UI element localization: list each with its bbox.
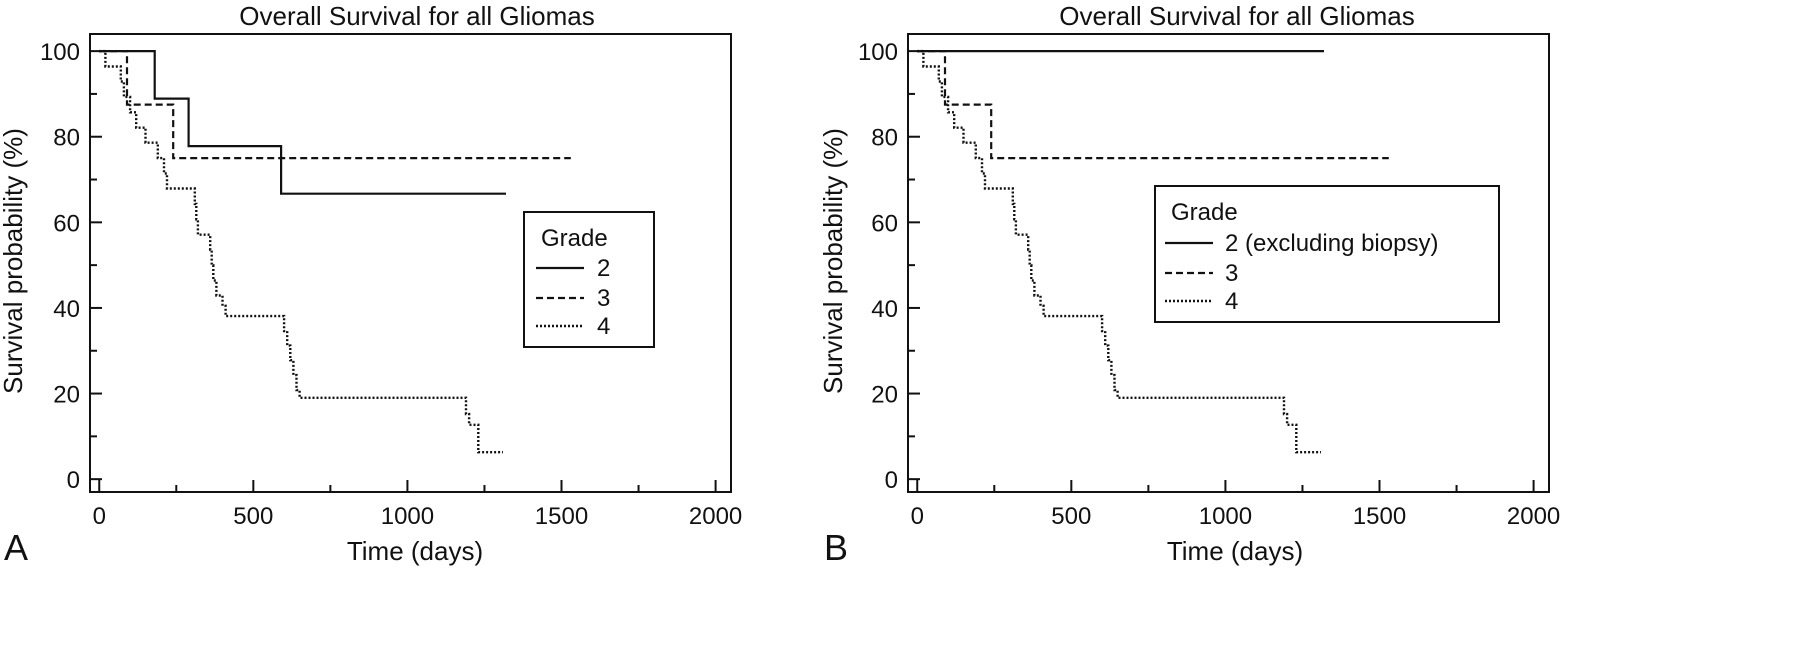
x-tick-label: 1500 (1353, 503, 1406, 530)
y-tick-label: 60 (871, 210, 898, 237)
legend-box (523, 211, 655, 348)
survival-curve-grade-2 (99, 49, 506, 195)
y-tick-labels: 0 20 40 60 80 100 (40, 39, 80, 494)
legend-label-grade-3: 3 (1225, 260, 1238, 287)
x-tick-label: 2000 (689, 503, 742, 530)
x-tick-label: 500 (233, 503, 273, 530)
panel-letter: A (4, 527, 28, 568)
x-tick-label: 500 (1051, 503, 1091, 530)
legend-label-grade-2: 2 (597, 255, 610, 282)
panel-a: Overall Survival for all Gliomas 0204060… (0, 1, 742, 568)
legend-box (1154, 185, 1500, 323)
chart-title: Overall Survival for all Gliomas (239, 1, 594, 31)
y-tick-label: 20 (53, 382, 80, 409)
x-axis-label: Time (days) (1167, 536, 1303, 566)
legend-title: Grade (541, 225, 608, 252)
chart-title: Overall Survival for all Gliomas (1059, 1, 1414, 31)
legend-label-grade-3: 3 (597, 285, 610, 312)
y-tick-label: 80 (53, 125, 80, 152)
x-tick-label: 0 (93, 503, 106, 530)
survival-curve-grade-4 (99, 49, 503, 454)
panel-letter: B (824, 527, 848, 568)
x-tick-label: 1500 (535, 503, 588, 530)
legend-label-grade-4: 4 (597, 313, 610, 340)
plot-frame (89, 33, 732, 493)
y-tick-label: 20 (871, 382, 898, 409)
x-axis-label: Time (days) (347, 536, 483, 566)
x-tick-labels: 0 500 1000 1500 2000 (911, 503, 1561, 530)
y-tick-label: 0 (885, 467, 898, 494)
x-tick-label: 1000 (1199, 503, 1252, 530)
survival-curves (917, 49, 1389, 454)
legend-label-grade-2: 2 (excluding biopsy) (1225, 230, 1438, 257)
y-tick-label: 40 (53, 296, 80, 323)
plot-frame (907, 33, 1550, 493)
y-tick-labels: 0 20 40 60 80 100 (858, 39, 898, 494)
axis-ticks (908, 50, 1535, 492)
x-tick-label: 2000 (1507, 503, 1560, 530)
survival-curve-grade-3 (99, 49, 571, 160)
y-tick-label: 100 (858, 39, 898, 66)
legend-title: Grade (1171, 199, 1238, 226)
x-tick-label: 0 (911, 503, 924, 530)
survival-curve-grade-3 (917, 49, 1389, 160)
y-tick-label: 0 (67, 467, 80, 494)
y-axis-label: Survival probability (%) (0, 128, 28, 394)
legend: Grade 2 3 4 (523, 211, 655, 348)
y-axis-label: Survival probability (%) (818, 128, 848, 394)
x-tick-labels: 0 500 1000 1500 2000 (93, 503, 743, 530)
survival-curves (99, 49, 571, 454)
y-tick-label: 100 (40, 39, 80, 66)
axis-ticks (90, 50, 717, 492)
legend: Grade 2 (excluding biopsy) 3 4 (1154, 185, 1500, 323)
legend-label-grade-4: 4 (1225, 288, 1238, 315)
y-tick-label: 40 (871, 296, 898, 323)
y-tick-label: 60 (53, 210, 80, 237)
survival-curve-grade-4 (917, 49, 1321, 454)
y-tick-label: 80 (871, 125, 898, 152)
x-tick-label: 1000 (381, 503, 434, 530)
panel-b: Overall Survival for all Gliomas 0204060… (818, 1, 1560, 568)
